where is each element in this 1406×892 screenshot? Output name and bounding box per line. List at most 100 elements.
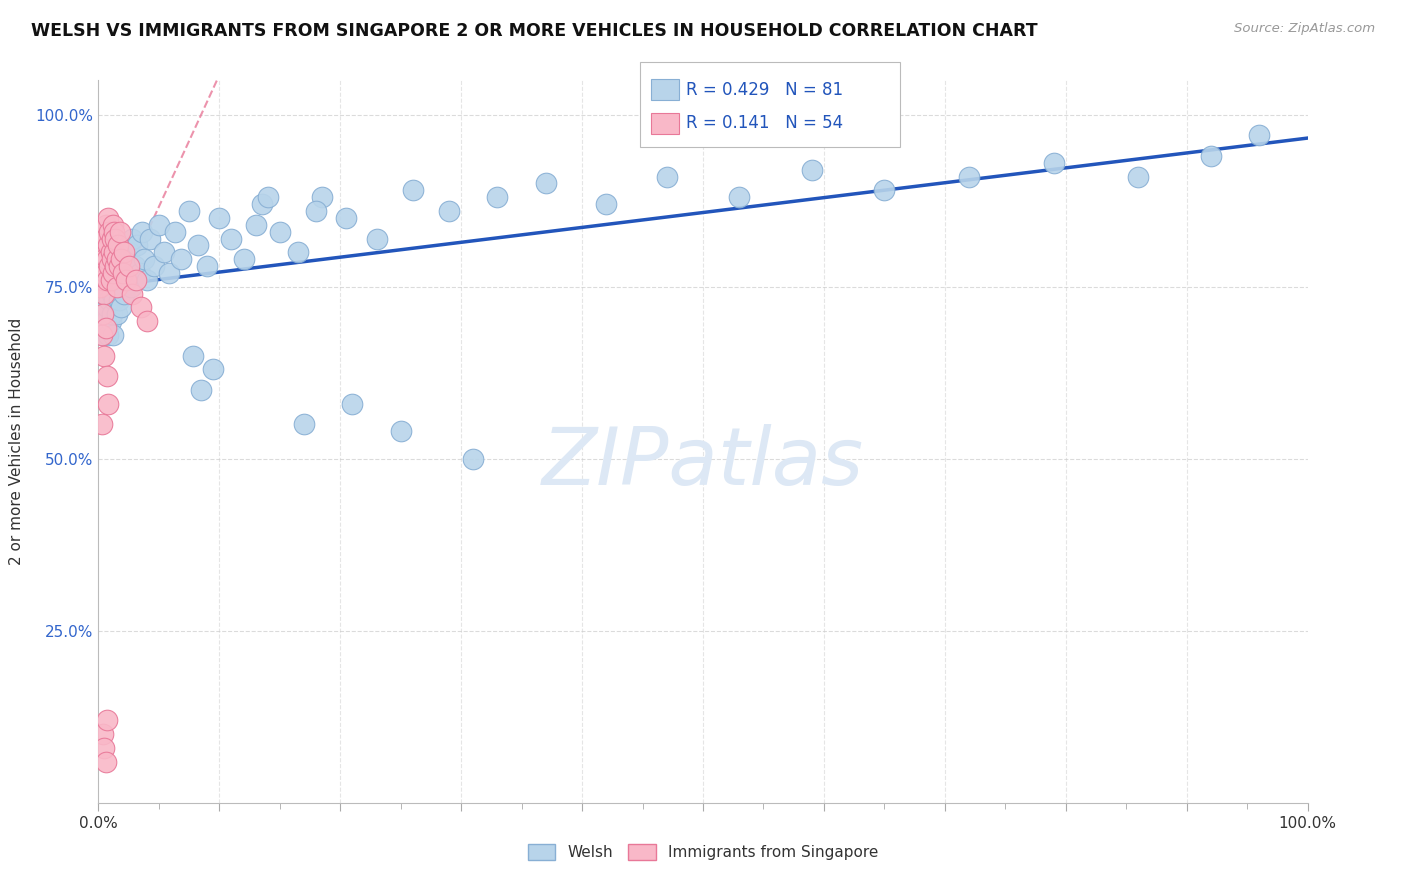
Point — [1042, 156, 1064, 170]
Point — [112, 286, 135, 301]
Point — [100, 231, 122, 245]
Point — [97, 397, 120, 411]
Point — [169, 252, 191, 267]
Point — [104, 259, 127, 273]
Point — [101, 266, 124, 280]
Point — [101, 218, 124, 232]
Point — [107, 252, 129, 267]
Point — [135, 273, 157, 287]
Point — [437, 204, 460, 219]
Point — [110, 301, 132, 315]
Point — [97, 279, 120, 293]
Point — [103, 225, 125, 239]
Point — [101, 327, 124, 342]
Point — [305, 204, 328, 219]
Point — [152, 245, 174, 260]
Point — [190, 383, 212, 397]
Point — [93, 252, 115, 267]
Point — [91, 727, 114, 741]
Point — [221, 231, 243, 245]
Point — [108, 273, 131, 287]
Point — [120, 279, 142, 293]
Point — [129, 301, 152, 315]
Point — [108, 293, 131, 308]
Point — [202, 362, 225, 376]
Point — [93, 231, 115, 245]
Point — [100, 245, 122, 260]
Point — [486, 190, 509, 204]
Point — [292, 417, 315, 432]
Point — [114, 259, 136, 273]
Point — [91, 327, 114, 342]
Point — [111, 245, 134, 260]
Point — [143, 259, 166, 273]
Point — [90, 231, 112, 245]
Point — [104, 259, 127, 273]
Point — [121, 231, 143, 245]
Point — [97, 211, 120, 225]
Point — [107, 238, 129, 252]
Point — [110, 252, 132, 267]
Point — [105, 279, 128, 293]
Point — [148, 218, 170, 232]
Point — [389, 424, 412, 438]
Point — [94, 218, 117, 232]
Point — [195, 259, 218, 273]
Point — [534, 177, 557, 191]
Point — [139, 231, 162, 245]
Text: WELSH VS IMMIGRANTS FROM SINGAPORE 2 OR MORE VEHICLES IN HOUSEHOLD CORRELATION C: WELSH VS IMMIGRANTS FROM SINGAPORE 2 OR … — [31, 22, 1038, 40]
Point — [91, 417, 114, 432]
Point — [93, 286, 115, 301]
Point — [93, 273, 115, 287]
Point — [134, 252, 156, 267]
Point — [98, 259, 121, 273]
Point — [1249, 128, 1271, 143]
Point — [232, 252, 254, 267]
Point — [91, 301, 114, 315]
Point — [245, 218, 267, 232]
Point — [98, 273, 121, 287]
Point — [179, 204, 201, 219]
Point — [105, 252, 128, 267]
Point — [121, 286, 143, 301]
Point — [118, 259, 141, 273]
Point — [256, 190, 278, 204]
Point — [800, 162, 823, 177]
Point — [157, 266, 180, 280]
Point — [100, 273, 122, 287]
Point — [112, 245, 135, 260]
Point — [187, 238, 209, 252]
Point — [1128, 169, 1150, 184]
Point — [250, 197, 273, 211]
Point — [128, 266, 150, 280]
Point — [1199, 149, 1222, 163]
Text: Source: ZipAtlas.com: Source: ZipAtlas.com — [1234, 22, 1375, 36]
Point — [91, 245, 114, 260]
Point — [103, 293, 125, 308]
Point — [96, 259, 118, 273]
Point — [104, 231, 127, 245]
Point — [108, 259, 131, 273]
Y-axis label: 2 or more Vehicles in Household: 2 or more Vehicles in Household — [10, 318, 24, 566]
Point — [287, 245, 309, 260]
Point — [125, 273, 148, 287]
Point — [108, 225, 131, 239]
Point — [91, 259, 114, 273]
Point — [91, 225, 114, 239]
Point — [96, 301, 118, 315]
Point — [96, 273, 118, 287]
Point — [94, 755, 117, 769]
Point — [103, 245, 125, 260]
Point — [269, 225, 291, 239]
Point — [94, 321, 117, 335]
Point — [342, 397, 364, 411]
Point — [595, 197, 617, 211]
Point — [100, 286, 122, 301]
Point — [208, 211, 231, 225]
Point — [98, 225, 121, 239]
Point — [311, 190, 333, 204]
Point — [96, 369, 118, 384]
Point — [105, 279, 128, 293]
Point — [89, 279, 111, 293]
Text: ZIPatlas: ZIPatlas — [541, 425, 865, 502]
